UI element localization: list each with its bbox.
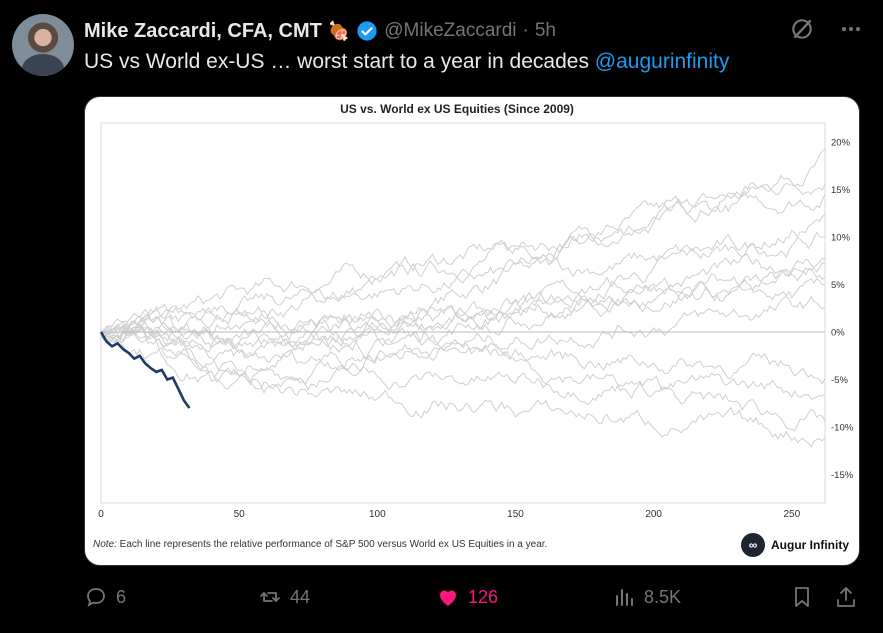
- historical-year-line: [100, 305, 826, 432]
- tweet-header: Mike Zaccardi, CFA, CMT 🍖 @MikeZaccardi …: [84, 16, 883, 46]
- historical-year-line: [100, 277, 826, 342]
- tweet-text: US vs World ex-US … worst start to a yea…: [84, 50, 729, 74]
- y-tick-label: 10%: [831, 233, 851, 244]
- media-card[interactable]: US vs. World ex US Equities (Since 2009)…: [84, 96, 860, 566]
- bookmark-icon: [795, 587, 809, 607]
- like-icon: [440, 590, 456, 606]
- tweet-actions: 6 44 126 8.5K: [84, 585, 864, 615]
- infinity-logo-icon: ∞: [741, 533, 765, 557]
- chart: US vs. World ex US Equities (Since 2009)…: [98, 102, 854, 520]
- x-tick-label: 150: [507, 509, 524, 520]
- y-tick-label: -5%: [831, 375, 848, 386]
- x-tick-label: 250: [783, 509, 800, 520]
- separator-dot: ·: [522, 20, 529, 41]
- mention-link[interactable]: @augurinfinity: [594, 50, 730, 73]
- historical-year-line: [100, 190, 826, 344]
- note-text: Each line represents the relative perfor…: [116, 539, 548, 550]
- historical-year-line: [100, 321, 826, 406]
- x-tick-label: 100: [369, 509, 386, 520]
- like-button[interactable]: 126: [436, 585, 498, 609]
- reply-count: 6: [116, 586, 127, 607]
- views-icon: [616, 589, 633, 606]
- chart-title: US vs. World ex US Equities (Since 2009): [340, 102, 574, 116]
- y-tick-label: 0%: [831, 328, 845, 339]
- tweet-body: US vs World ex-US … worst start to a yea…: [84, 50, 595, 73]
- chart-note: Note: Each line represents the relative …: [93, 539, 547, 550]
- share-button[interactable]: [834, 585, 858, 609]
- bookmark-button[interactable]: [790, 585, 814, 609]
- more-icon[interactable]: [839, 17, 863, 41]
- historical-year-line: [100, 295, 826, 371]
- plot-frame: [100, 122, 826, 504]
- author-handle[interactable]: @MikeZaccardi: [384, 20, 517, 41]
- verified-badge-icon: [357, 21, 377, 41]
- x-tick-label: 50: [234, 509, 246, 520]
- historical-year-line: [100, 323, 826, 448]
- brand-name: Augur Infinity: [771, 538, 849, 552]
- historical-year-line: [100, 267, 826, 351]
- share-icon: [837, 587, 855, 607]
- repost-icon: [260, 592, 280, 602]
- y-tick-label: -15%: [831, 470, 854, 481]
- historical-lines: [100, 148, 826, 448]
- y-axis-ticks: 20% 15% 10% 5% 0% -5% -10% -15%: [831, 138, 854, 482]
- x-axis-ticks: 0 50 100 150 200 250: [98, 509, 800, 520]
- header-actions: [789, 16, 863, 42]
- avatar[interactable]: [12, 14, 74, 76]
- author-name[interactable]: Mike Zaccardi, CFA, CMT: [84, 19, 322, 42]
- x-tick-label: 200: [645, 509, 662, 520]
- views-button[interactable]: 8.5K: [612, 585, 681, 609]
- historical-year-line: [100, 231, 826, 342]
- y-tick-label: -10%: [831, 423, 854, 434]
- current-year-line: [99, 331, 191, 409]
- bone-emoji-icon: 🍖: [327, 20, 351, 41]
- brand: ∞ Augur Infinity: [741, 533, 849, 557]
- like-count: 126: [468, 586, 499, 607]
- y-tick-label: 5%: [831, 280, 845, 291]
- y-tick-label: 15%: [831, 185, 851, 196]
- grok-icon[interactable]: [789, 16, 815, 42]
- x-tick-label: 0: [98, 509, 104, 520]
- historical-year-line: [100, 213, 826, 390]
- views-count: 8.5K: [644, 586, 682, 607]
- historical-year-line: [100, 253, 826, 353]
- y-tick-label: 20%: [831, 138, 851, 149]
- reply-icon: [87, 588, 105, 607]
- historical-year-line: [100, 148, 826, 377]
- historical-year-line: [100, 315, 826, 385]
- reply-button[interactable]: 6: [84, 585, 126, 609]
- repost-button[interactable]: 44: [258, 585, 310, 609]
- note-label: Note:: [93, 539, 117, 550]
- repost-count: 44: [290, 586, 311, 607]
- tweet-time[interactable]: 5h: [534, 20, 556, 41]
